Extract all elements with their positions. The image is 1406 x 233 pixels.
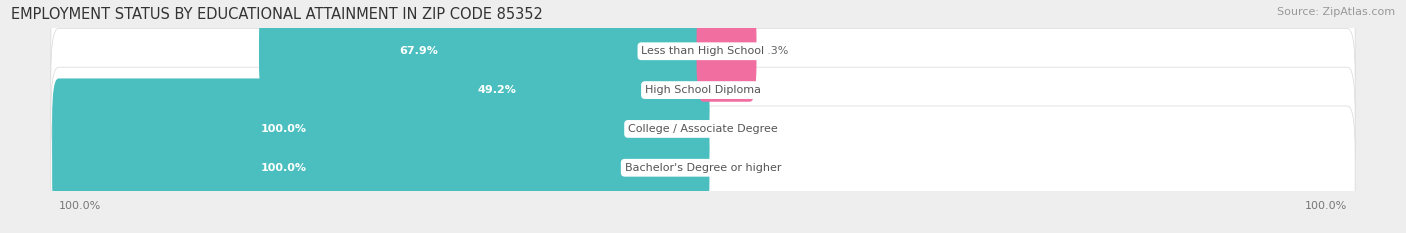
Text: Less than High School: Less than High School (641, 46, 765, 56)
Text: 67.9%: 67.9% (399, 46, 439, 56)
FancyBboxPatch shape (696, 0, 1355, 113)
FancyBboxPatch shape (259, 1, 710, 102)
FancyBboxPatch shape (696, 28, 1355, 152)
FancyBboxPatch shape (696, 1, 756, 102)
Text: 100.0%: 100.0% (262, 124, 307, 134)
FancyBboxPatch shape (51, 67, 711, 191)
FancyBboxPatch shape (696, 106, 1355, 230)
FancyBboxPatch shape (380, 40, 710, 140)
Text: 100.0%: 100.0% (59, 201, 101, 211)
Text: High School Diploma: High School Diploma (645, 85, 761, 95)
Text: 49.2%: 49.2% (478, 85, 516, 95)
Text: 0.0%: 0.0% (713, 124, 741, 134)
Text: 0.0%: 0.0% (713, 85, 741, 95)
Text: 100.0%: 100.0% (262, 163, 307, 173)
FancyBboxPatch shape (696, 67, 1355, 191)
Text: 0.0%: 0.0% (713, 163, 741, 173)
Text: EMPLOYMENT STATUS BY EDUCATIONAL ATTAINMENT IN ZIP CODE 85352: EMPLOYMENT STATUS BY EDUCATIONAL ATTAINM… (11, 7, 543, 22)
Text: College / Associate Degree: College / Associate Degree (628, 124, 778, 134)
Text: Source: ZipAtlas.com: Source: ZipAtlas.com (1277, 7, 1395, 17)
FancyBboxPatch shape (52, 117, 710, 218)
FancyBboxPatch shape (51, 106, 711, 230)
Text: 100.0%: 100.0% (1305, 201, 1347, 211)
FancyBboxPatch shape (51, 28, 711, 152)
FancyBboxPatch shape (52, 79, 710, 179)
FancyBboxPatch shape (51, 0, 711, 113)
Text: 7.3%: 7.3% (759, 46, 789, 56)
Text: Bachelor's Degree or higher: Bachelor's Degree or higher (624, 163, 782, 173)
